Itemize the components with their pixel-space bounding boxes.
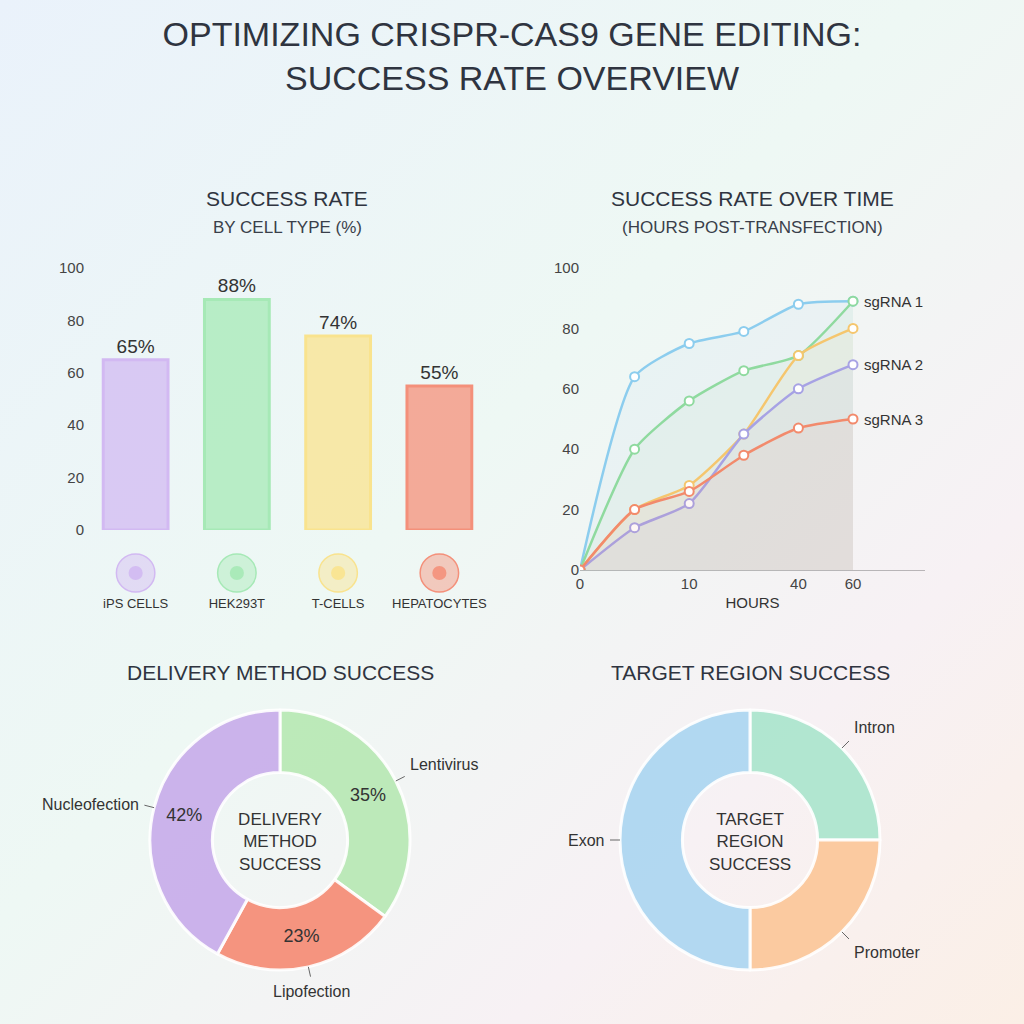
svg-text:HOURS: HOURS [725, 594, 779, 611]
svg-text:BY CELL TYPE (%): BY CELL TYPE (%) [213, 218, 362, 237]
svg-text:Lipofection: Lipofection [273, 983, 350, 1000]
svg-text:42%: 42% [166, 805, 202, 825]
svg-text:DELIVERY METHOD SUCCESS: DELIVERY METHOD SUCCESS [127, 661, 434, 684]
svg-text:10: 10 [681, 575, 698, 592]
svg-text:80: 80 [562, 320, 579, 337]
svg-text:88%: 88% [218, 275, 256, 296]
svg-text:0: 0 [76, 521, 84, 538]
svg-text:Promoter: Promoter [854, 944, 920, 961]
svg-text:40: 40 [67, 416, 84, 433]
svg-text:23%: 23% [284, 926, 320, 946]
svg-text:80: 80 [67, 312, 84, 329]
svg-text:sgRNA 3: sgRNA 3 [864, 411, 923, 428]
svg-text:Lentivirus: Lentivirus [410, 756, 478, 773]
svg-text:74%: 74% [319, 312, 357, 333]
svg-text:sgRNA 1: sgRNA 1 [864, 293, 923, 310]
svg-text:OPTIMIZING CRISPR-CAS9 GENE ED: OPTIMIZING CRISPR-CAS9 GENE EDITING:SUCC… [163, 15, 862, 97]
svg-text:100: 100 [554, 259, 579, 276]
svg-text:SUCCESS RATE: SUCCESS RATE [206, 187, 368, 210]
svg-text:65%: 65% [117, 336, 155, 357]
svg-text:0: 0 [571, 561, 579, 578]
svg-text:TARGETREGIONSUCCESS: TARGETREGIONSUCCESS [709, 810, 791, 873]
svg-text:55%: 55% [420, 362, 458, 383]
svg-text:20: 20 [67, 469, 84, 486]
svg-text:40: 40 [790, 575, 807, 592]
svg-text:40: 40 [562, 440, 579, 457]
svg-text:HEK293T: HEK293T [209, 596, 265, 611]
svg-text:SUCCESS RATE OVER TIME: SUCCESS RATE OVER TIME [611, 187, 894, 210]
svg-text:HEPATOCYTES: HEPATOCYTES [392, 596, 487, 611]
svg-text:20: 20 [562, 501, 579, 518]
svg-text:T-CELLS: T-CELLS [312, 596, 365, 611]
svg-text:60: 60 [845, 575, 862, 592]
svg-text:Exon: Exon [568, 832, 604, 849]
svg-text:Intron: Intron [854, 719, 895, 736]
svg-text:sgRNA 2: sgRNA 2 [864, 356, 923, 373]
svg-text:0: 0 [576, 575, 584, 592]
svg-text:60: 60 [67, 364, 84, 381]
svg-text:(HOURS POST-TRANSFECTION): (HOURS POST-TRANSFECTION) [622, 218, 883, 237]
svg-text:DELIVERYMETHODSUCCESS: DELIVERYMETHODSUCCESS [238, 810, 322, 873]
svg-text:iPS CELLS: iPS CELLS [103, 596, 168, 611]
svg-text:TARGET REGION SUCCESS: TARGET REGION SUCCESS [611, 661, 890, 684]
svg-text:60: 60 [562, 380, 579, 397]
svg-text:35%: 35% [350, 785, 386, 805]
svg-text:Nucleofection: Nucleofection [42, 796, 139, 813]
svg-text:100: 100 [59, 259, 84, 276]
